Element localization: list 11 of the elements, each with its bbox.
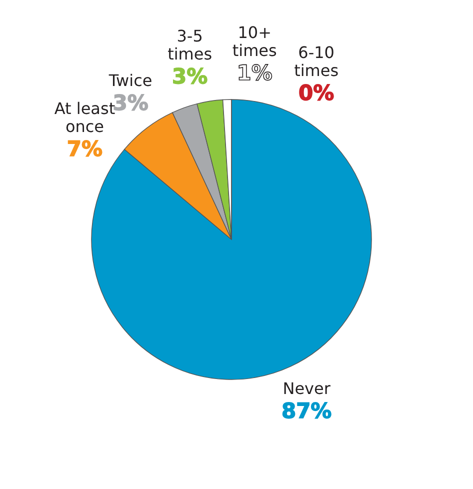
- category-label: 6-10 times: [294, 43, 339, 80]
- slice-label: 10+ times: [232, 23, 277, 60]
- data-label: 87%: [281, 398, 332, 423]
- text: 0%: [298, 81, 334, 106]
- slice-label: Twice: [108, 70, 152, 90]
- data-label: 1%: [236, 61, 272, 86]
- slice-label: Never: [282, 378, 331, 398]
- slice-label: At least once: [54, 98, 116, 136]
- data-label: 3%: [172, 64, 208, 88]
- slice-label: 3-5 times: [168, 26, 212, 64]
- data-label: 7%: [66, 136, 103, 161]
